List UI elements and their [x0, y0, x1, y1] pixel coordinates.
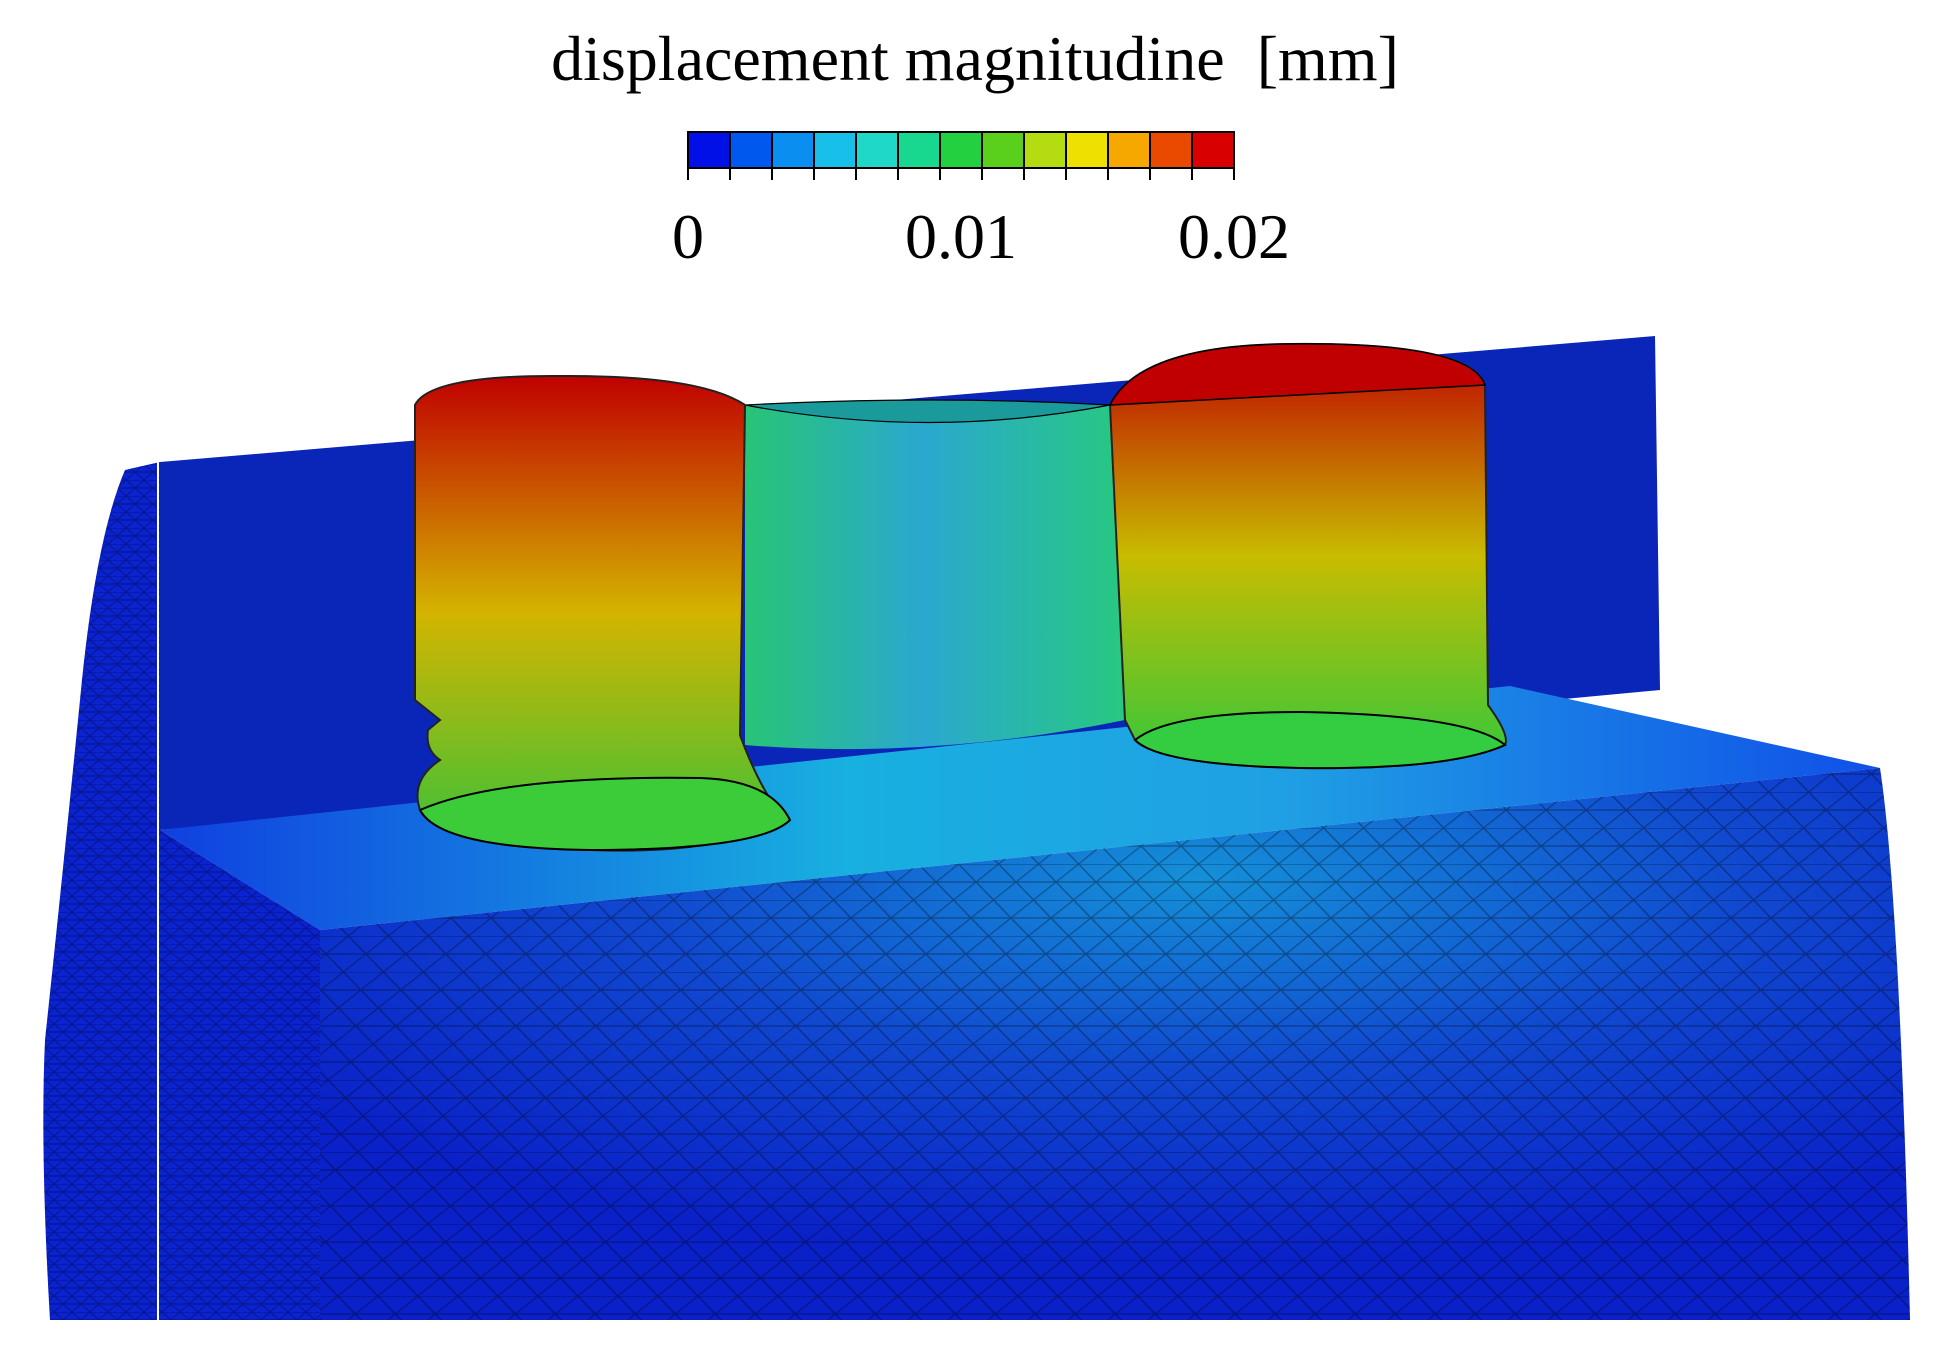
colorbar-tick-label-max: 0.02 [1178, 201, 1290, 272]
colorbar-swatch [1150, 132, 1193, 168]
colorbar-swatch [1024, 132, 1067, 168]
left-post-base-ellipse [418, 776, 792, 852]
right-post [1108, 342, 1507, 770]
colorbar-swatch [898, 132, 941, 168]
colorbar-swatch [982, 132, 1025, 168]
bridge-section [721, 405, 1125, 790]
colorbar-title: displacement magnitudine [mm] [551, 23, 1399, 94]
colorbar-swatch [730, 132, 773, 168]
colorbar-swatch [814, 132, 857, 168]
colorbar-swatch [1108, 132, 1151, 168]
colorbar [687, 131, 1235, 180]
colorbar-swatch [772, 132, 815, 168]
left-side-mesh [43, 462, 161, 1320]
colorbar-tick-label-min: 0 [672, 201, 704, 272]
colorbar-swatch [1192, 132, 1235, 168]
right-post-base-ellipse [1133, 710, 1507, 770]
colorbar-swatch [940, 132, 983, 168]
colorbar-tick-label-mid: 0.01 [905, 201, 1017, 272]
front-face-mesh [320, 768, 1910, 1320]
colorbar-swatch [856, 132, 899, 168]
fem-model [43, 336, 1910, 1320]
colorbar-swatch [1066, 132, 1109, 168]
right-post-top-surface [1108, 343, 1487, 406]
colorbar-swatch [688, 132, 731, 168]
left-front-mesh [160, 830, 320, 1320]
